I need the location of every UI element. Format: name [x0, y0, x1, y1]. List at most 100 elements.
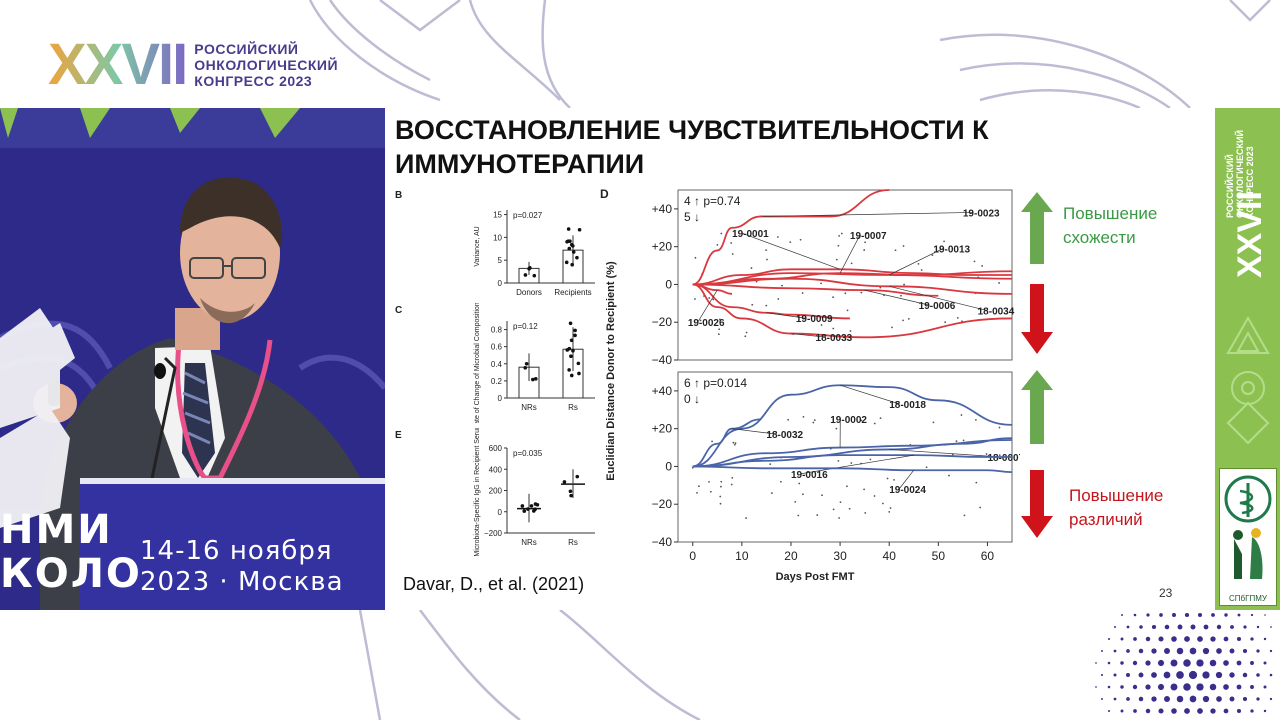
ornament-dot: [1113, 625, 1117, 629]
label-leader: [889, 449, 998, 458]
chart-panel-e: E Change of Donor Microbiota-Specific IgG…: [395, 428, 595, 558]
ornament-dot: [1132, 660, 1138, 666]
x-tick-label: 40: [883, 549, 897, 563]
video-banner-caption: 14-16 ноября 2023 · Москва: [140, 536, 344, 598]
noise-point: [781, 284, 783, 287]
noise-point: [835, 427, 838, 430]
label-leader: [761, 212, 973, 217]
noise-point: [981, 265, 984, 267]
noise-point: [873, 495, 876, 497]
difference-up-arrow: [1021, 370, 1053, 444]
panel-letter: E: [395, 430, 402, 441]
ornament-dot: [1236, 636, 1242, 642]
slide-title: ВОССТАНОВЛЕНИЕ ЧУВСТВИТЕЛЬНОСТИ К ИММУНО…: [395, 115, 989, 179]
strip-line-3: КОНГРЕСС 2023: [1245, 146, 1255, 218]
data-point: [533, 377, 538, 381]
data-point: [531, 377, 535, 382]
ornament-dot: [1216, 624, 1222, 630]
slide-page-number: 23: [1159, 586, 1173, 600]
similarity-down-arrow: [1021, 284, 1053, 354]
noise-point: [888, 510, 891, 513]
ornament-dot: [1250, 637, 1254, 641]
dotted-ornament: [1095, 612, 1273, 714]
noise-point: [948, 474, 950, 477]
right-branding-strip: XXVII РОССИЙСКИЙ ОНКОЛОГИЧЕСКИЙ КОНГРЕСС…: [1215, 108, 1280, 610]
noise-point: [802, 415, 805, 418]
noise-point: [840, 232, 843, 235]
noise-point: [902, 245, 905, 247]
x-tick-label: 60: [981, 549, 995, 563]
noise-point: [863, 488, 866, 491]
data-point: [526, 507, 530, 511]
label-leader: [766, 312, 806, 319]
ornament-dot: [1113, 649, 1117, 653]
ornament-dot: [1176, 647, 1184, 655]
series-label: 19-0009: [796, 314, 833, 325]
legend-similarity-text: Повышение схожести: [1063, 204, 1158, 247]
ornament-dot: [1158, 708, 1164, 714]
ornament-dot: [1138, 696, 1144, 702]
logo-text: РОССИЙСКИЙ ОНКОЛОГИЧЕСКИЙ КОНГРЕСС 2023: [194, 41, 338, 89]
ornament-dot: [1250, 709, 1254, 713]
noise-point: [917, 263, 920, 265]
ornament-dot: [1163, 671, 1171, 679]
noise-point: [860, 419, 863, 422]
series-label: 19-0002: [830, 415, 867, 426]
y-tick-label: 0: [665, 459, 672, 473]
noise-point: [832, 327, 835, 330]
y-tick-label: −200: [484, 529, 503, 538]
y-tick-label: 0: [498, 279, 503, 288]
video-caption-line-1: 14-16 ноября: [140, 536, 333, 566]
data-point: [569, 338, 574, 343]
ornament-dot: [1263, 709, 1267, 713]
noise-point: [731, 476, 734, 479]
noise-point: [751, 303, 754, 306]
legend-difference-label: Повышение различий: [1069, 484, 1179, 532]
data-point: [573, 328, 577, 333]
ornament-dot: [1256, 697, 1260, 701]
series-line: [692, 277, 1013, 295]
y-tick-label: +20: [652, 422, 673, 436]
noise-point: [718, 328, 721, 331]
ornament-dot: [1211, 613, 1215, 617]
series-label: 19-0006: [919, 301, 956, 312]
ornament-dot: [1132, 684, 1138, 690]
data-point: [570, 262, 575, 267]
ornament-dot: [1172, 613, 1176, 617]
data-point: [568, 321, 573, 326]
noise-point: [932, 421, 935, 424]
ornament-dot: [1210, 636, 1216, 642]
noise-point: [881, 502, 884, 505]
noise-point: [770, 492, 773, 494]
data-point: [562, 480, 567, 484]
y-tick-label: 0.4: [491, 360, 503, 369]
ornament-dot: [1107, 661, 1111, 665]
series-label: 19-0013: [933, 244, 970, 255]
noise-point: [799, 238, 802, 241]
panel-letter: C: [395, 305, 402, 316]
y-tick-label: 15: [493, 211, 502, 220]
panel-letter: B: [395, 190, 402, 201]
noise-point: [694, 256, 697, 259]
series-line: [692, 283, 1013, 339]
noise-point: [850, 262, 853, 265]
ornament-dot: [1263, 661, 1267, 665]
data-point: [575, 474, 580, 479]
label-leader: [697, 289, 718, 323]
noise-point: [979, 506, 982, 509]
noise-point: [832, 296, 834, 299]
y-tick-label: 200: [489, 487, 503, 496]
noise-point: [879, 286, 882, 289]
y-tick-label: 5: [498, 256, 503, 265]
noise-point: [711, 440, 713, 443]
ornament-dot: [1151, 672, 1157, 678]
chart-panel-d: D Euclidian Distance Donor to Recipient (…: [600, 187, 1020, 583]
label-leader: [889, 248, 944, 276]
noise-point: [974, 419, 977, 421]
ornament-dot: [1242, 672, 1248, 678]
x-tick-label: 50: [932, 549, 946, 563]
noise-point: [730, 242, 733, 244]
data-point: [565, 348, 570, 352]
series-line: [692, 283, 733, 295]
university-emblem: [1224, 475, 1272, 579]
